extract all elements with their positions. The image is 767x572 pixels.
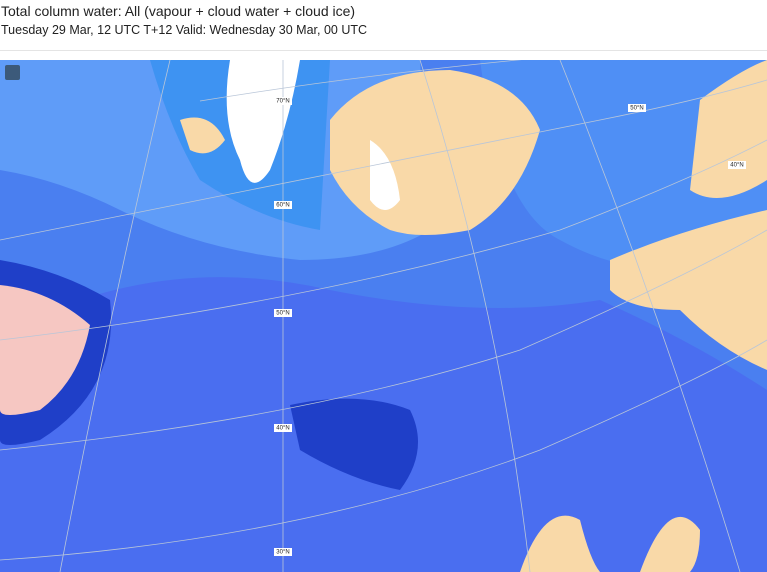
latitude-label: 30°N <box>276 550 289 556</box>
subtitle: Tuesday 29 Mar, 12 UTC T+12 Valid: Wedne… <box>1 23 368 37</box>
select-tool-button[interactable] <box>5 65 20 80</box>
land-east <box>690 60 767 198</box>
latitude-label-bg <box>274 309 292 317</box>
latitude-label: 40°N <box>276 426 289 432</box>
title: Total column water: All (vapour + cloud … <box>1 3 356 19</box>
land-africa-2 <box>640 516 700 572</box>
field-pink <box>0 285 90 415</box>
land-africa-1 <box>520 515 600 572</box>
header: Total column water: All (vapour + cloud … <box>0 0 767 51</box>
latitude-label: 60°N <box>276 203 289 209</box>
field-white-baltic <box>370 140 400 210</box>
latitude-label-bg <box>274 548 292 556</box>
land-caucasus <box>610 210 767 370</box>
latitude-label-bg <box>274 424 292 432</box>
field-white <box>226 60 300 183</box>
latitude-label-bg <box>728 161 746 169</box>
latitude-label: 50°N <box>630 106 643 112</box>
latitude-label: 70°N <box>276 99 289 105</box>
field-dark-med <box>290 398 418 490</box>
map: 70°N 60°N 50°N 40°N 30°N 50°N 40°N <box>0 60 767 572</box>
latitude-label-bg <box>628 104 646 112</box>
field-light-east <box>480 60 767 272</box>
latitude-label: 50°N <box>276 311 289 317</box>
land-svalbard <box>180 117 225 154</box>
latitude-label: 40°N <box>730 163 743 169</box>
latitude-label-bg <box>274 201 292 209</box>
latitude-label-bg <box>274 97 292 105</box>
